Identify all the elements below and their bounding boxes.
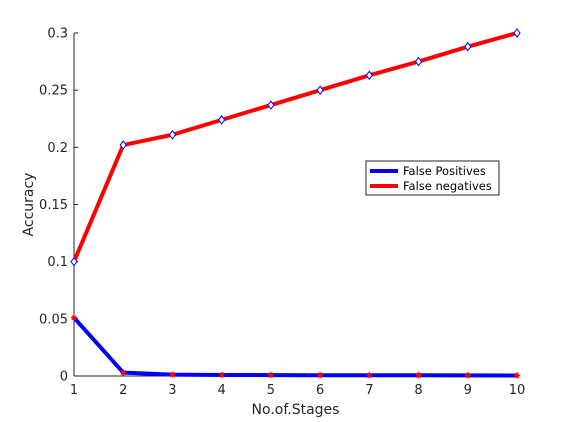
series-1 — [71, 314, 520, 379]
y-tick-label: 0.1 — [47, 255, 68, 270]
data-point-diamond — [464, 41, 472, 52]
data-point-diamond — [70, 256, 78, 267]
series-line — [72, 31, 518, 263]
data-point-diamond — [267, 100, 275, 110]
data-point-diamond — [316, 85, 324, 95]
data-point-diamond — [119, 140, 127, 150]
data-point-asterisk — [464, 372, 471, 379]
legend-label: False negatives — [403, 179, 492, 193]
x-tick-label: 5 — [267, 383, 275, 398]
data-point-asterisk — [169, 371, 176, 378]
asterisk-stroke — [514, 372, 520, 379]
series-layer — [70, 28, 521, 379]
series-line — [72, 316, 518, 378]
y-tick-label: 0.05 — [39, 312, 68, 327]
asterisk-stroke — [268, 372, 274, 378]
tick-labels: 1 2 3 4 5 6 7 8 9 10 0 0.05 0.1 0.15 0.2 0.25 0.3 — [39, 27, 525, 399]
asterisk-stroke — [219, 372, 225, 378]
data-point-diamond — [414, 56, 423, 67]
y-tick-label: 0.25 — [39, 84, 68, 99]
x-tick-label: 9 — [464, 383, 472, 398]
data-point-asterisk — [71, 314, 77, 321]
data-point-diamond — [218, 115, 226, 125]
asterisk-stroke — [71, 315, 77, 321]
x-tick-label: 10 — [509, 383, 526, 398]
asterisk-stroke — [415, 372, 422, 378]
data-point-asterisk — [415, 372, 422, 379]
x-tick-label: 1 — [70, 383, 78, 398]
asterisk-stroke — [366, 372, 372, 378]
asterisk-stroke — [465, 372, 471, 379]
y-axis-title: Accuracy — [21, 173, 37, 237]
asterisk-stroke — [120, 369, 126, 376]
data-point-asterisk — [120, 369, 127, 376]
x-tick-label: 2 — [119, 383, 127, 398]
data-point-diamond — [168, 129, 177, 140]
axes — [73, 32, 518, 377]
y-tick-label: 0 — [60, 370, 68, 385]
x-tick-label: 8 — [414, 383, 422, 398]
data-point-asterisk — [514, 372, 520, 379]
asterisk-stroke — [317, 372, 323, 378]
data-point-asterisk — [366, 372, 373, 379]
y-tick-label: 0.3 — [47, 27, 68, 42]
legend-label: False Positives — [403, 164, 486, 178]
data-point-asterisk — [267, 372, 274, 379]
y-tick-label: 0.2 — [47, 141, 68, 156]
data-point-asterisk — [317, 372, 324, 379]
x-axis-title: No.of.Stages — [252, 402, 340, 418]
legend-box — [365, 160, 500, 196]
data-point-diamond — [513, 28, 521, 38]
x-tick-label: 6 — [316, 383, 324, 398]
series-2 — [70, 28, 521, 267]
data-point-asterisk — [218, 371, 225, 378]
data-point-diamond — [365, 70, 373, 81]
x-tick-label: 4 — [218, 383, 226, 398]
asterisk-stroke — [169, 372, 176, 378]
x-tick-label: 7 — [365, 383, 373, 398]
y-tick-label: 0.15 — [39, 198, 68, 213]
x-tick-label: 3 — [168, 383, 176, 398]
